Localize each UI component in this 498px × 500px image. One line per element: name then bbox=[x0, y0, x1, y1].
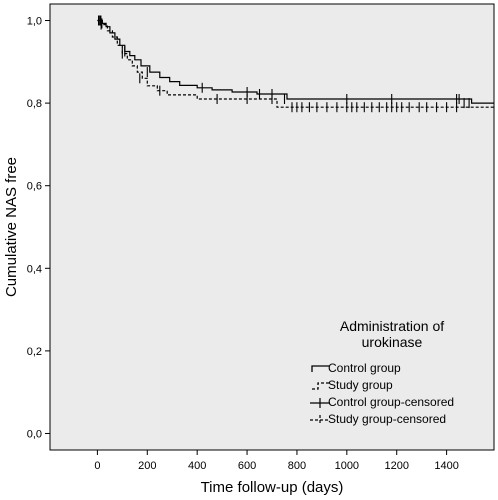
x-axis-title: Time follow-up (days) bbox=[201, 479, 344, 496]
x-tick-label: 1200 bbox=[384, 460, 408, 472]
censor-marks bbox=[98, 15, 470, 113]
y-tick-label: 1,0 bbox=[27, 16, 42, 28]
legend-swatch-study-censored bbox=[310, 415, 330, 425]
legend-label-control-censored: Control group-censored bbox=[328, 395, 454, 409]
y-tick-label: 0,2 bbox=[27, 346, 42, 358]
legend-label-control: Control group bbox=[328, 361, 401, 375]
x-tick-label: 400 bbox=[188, 460, 206, 472]
x-tick-label: 600 bbox=[238, 460, 256, 472]
legend-swatch-control bbox=[311, 365, 330, 372]
legend: Administration of urokinase Control grou… bbox=[310, 318, 454, 426]
legend-swatch-study bbox=[312, 382, 330, 390]
legend-label-study: Study group bbox=[328, 378, 393, 392]
series-lines bbox=[97, 19, 494, 108]
y-tick-label: 0,0 bbox=[27, 428, 42, 440]
plot-background bbox=[49, 3, 495, 451]
x-tick-label: 0 bbox=[94, 460, 100, 472]
x-tick-label: 1400 bbox=[434, 460, 458, 472]
x-tick-label: 1000 bbox=[335, 460, 359, 472]
y-axis-title: Cumulative NAS free bbox=[3, 157, 20, 297]
axes: 0,0 0,2 0,4 0,6 0,8 1,0 0 200 400 600 800 1000 1200 1… bbox=[27, 16, 459, 472]
x-tick-label: 200 bbox=[138, 460, 156, 472]
y-tick-label: 0,8 bbox=[27, 98, 42, 110]
legend-title-line-1: Administration of bbox=[340, 318, 444, 334]
y-tick-label: 0,4 bbox=[27, 263, 42, 275]
legend-title-line-2: urokinase bbox=[362, 334, 423, 350]
legend-swatch-control-censored bbox=[310, 398, 330, 408]
y-tick-label: 0,6 bbox=[27, 181, 42, 193]
legend-label-study-censored: Study group-censored bbox=[328, 412, 446, 426]
study-group-line bbox=[97, 19, 494, 108]
x-tick-label: 800 bbox=[288, 460, 306, 472]
